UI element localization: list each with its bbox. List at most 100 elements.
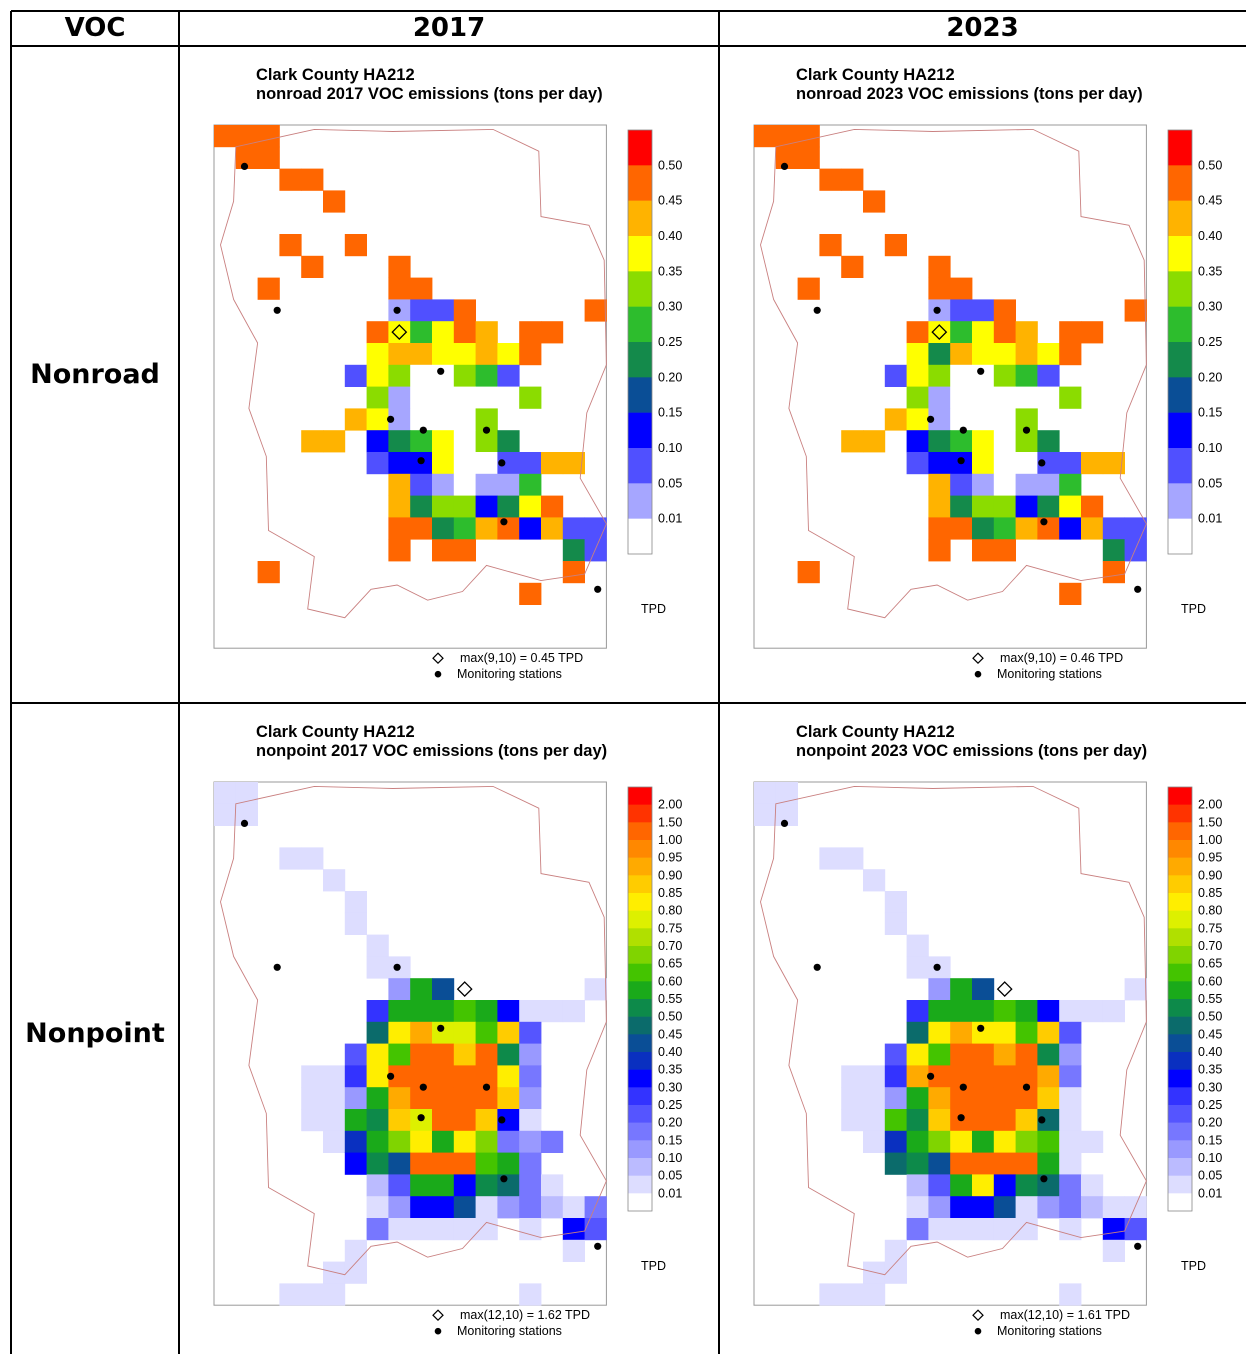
- grid-cell-12-9: [993, 299, 1016, 322]
- grid-cell-15-20: [1059, 1196, 1082, 1219]
- grid-cell-4-3: [819, 168, 842, 191]
- grid-cell-6-24: [323, 1283, 346, 1306]
- legend-stations-label: Monitoring stations: [457, 1324, 562, 1338]
- grid-cell-8-19: [906, 1174, 929, 1197]
- grid-cell-6-17: [863, 1130, 886, 1153]
- grid-cell-17-11: [1102, 1000, 1125, 1023]
- grid-cell-16-11: [541, 1000, 564, 1023]
- grid-cell-12-16: [453, 1109, 476, 1132]
- grid-cell-1-1: [754, 782, 777, 805]
- grid-cell-4-3: [279, 168, 302, 191]
- grid-cell-9-17: [388, 473, 411, 496]
- grid-cell-9-18: [388, 1152, 411, 1175]
- grid-cell-16-16: [1081, 452, 1104, 475]
- colorbar-swatch-10: [1168, 946, 1192, 964]
- grid-cell-12-19: [993, 517, 1016, 540]
- colorbar-tick-label: 0.30: [1198, 1080, 1222, 1094]
- grid-cell-13-21: [475, 1218, 498, 1241]
- grid-cell-10-21: [950, 1218, 973, 1241]
- grid-cell-9-11: [388, 1000, 411, 1023]
- colorbar-tick-label: 0.01: [1198, 1186, 1222, 1200]
- grid-cell-5-16: [301, 1109, 324, 1132]
- grid-cell-9-11: [928, 343, 951, 366]
- grid-cell-9-16: [928, 1109, 951, 1132]
- grid-cell-12-11: [993, 343, 1016, 366]
- grid-cell-10-12: [410, 1021, 433, 1044]
- grid-cell-15-22: [519, 582, 542, 605]
- grid-cell-12-15: [993, 1087, 1016, 1110]
- grid-cell-12-20: [993, 1196, 1016, 1219]
- grid-cell-6-16: [863, 1109, 886, 1132]
- grid-cell-9-10: [928, 321, 951, 344]
- grid-cell-7-18: [884, 1152, 907, 1175]
- colorbar-swatch-20: [1168, 1122, 1192, 1141]
- grid-cell-9-13: [928, 386, 951, 409]
- grid-cell-7-14: [884, 408, 907, 431]
- colorbar-swatch-1: [628, 130, 652, 166]
- colorbar-tick-label: 0.30: [1198, 300, 1222, 314]
- grid-cell-8-8: [366, 934, 389, 957]
- grid-cell-13-20: [1015, 1196, 1038, 1219]
- grid-cell-13-19: [1015, 517, 1038, 540]
- grid-cell-8-20: [366, 1196, 389, 1219]
- grid-cell-12-17: [993, 1130, 1016, 1153]
- grid-cell-13-12: [1015, 364, 1038, 387]
- monitoring-station-6: [419, 1083, 427, 1091]
- grid-cell-3-8: [797, 277, 820, 300]
- colorbar-swatch-1: [1168, 130, 1192, 166]
- grid-cell-9-18: [928, 1152, 951, 1175]
- grid-cell-18-10: [584, 978, 607, 1001]
- grid-cell-8-17: [906, 1130, 929, 1153]
- grid-cell-10-12: [950, 1021, 973, 1044]
- grid-cell-13-11: [475, 343, 498, 366]
- grid-cell-11-19: [432, 1174, 455, 1197]
- monitoring-station-3: [933, 963, 941, 971]
- grid-cell-12-17: [453, 1130, 476, 1153]
- grid-cell-14-12: [1037, 1021, 1060, 1044]
- grid-cell-12-20: [453, 1196, 476, 1219]
- grid-cell-11-10: [432, 321, 455, 344]
- colorbar-tick-label: 0.75: [658, 921, 682, 935]
- grid-cell-14-12: [497, 1021, 520, 1044]
- grid-cell-12-15: [453, 1087, 476, 1110]
- chart-title-line-1: Clark County HA212: [796, 66, 955, 84]
- colorbar-tick-label: 0.40: [1198, 1045, 1222, 1059]
- grid-cell-9-16: [388, 1109, 411, 1132]
- colorbar-swatch-4: [628, 236, 652, 272]
- grid-cell-7-12: [344, 364, 367, 387]
- grid-cell-9-15: [928, 1087, 951, 1110]
- grid-cell-2-1: [235, 125, 258, 148]
- monitoring-station-5: [927, 1072, 935, 1080]
- grid-cell-6-24: [863, 1283, 886, 1306]
- legend-max-diamond-icon: [432, 1309, 444, 1322]
- colorbar-swatch-5: [1168, 271, 1192, 307]
- grid-cell-11-17: [972, 473, 995, 496]
- monitoring-station-8: [957, 457, 965, 465]
- grid-cell-13-12: [475, 1021, 498, 1044]
- grid-cell-6-23: [323, 1261, 346, 1284]
- monitoring-station-1: [240, 162, 249, 170]
- grid-cell-13-15: [475, 430, 498, 453]
- grid-cell-7-7: [884, 912, 907, 935]
- grid-cell-8-12: [366, 1021, 389, 1044]
- colorbar-tick-label: 0.50: [1198, 1010, 1222, 1024]
- colorbar-swatch-2: [628, 804, 652, 823]
- grid-cell-9-20: [928, 539, 951, 562]
- grid-cell-16-19: [541, 517, 564, 540]
- grid-cell-11-18: [972, 495, 995, 518]
- colorbar-tick-label: 0.10: [1198, 441, 1222, 455]
- monitoring-station-5: [927, 415, 935, 423]
- colorbar-tick-label: 0.85: [1198, 886, 1222, 900]
- grid-cell-14-17: [1037, 473, 1060, 496]
- grid-cell-11-17: [972, 1130, 995, 1153]
- colorbar-tick-label: 0.35: [658, 264, 682, 278]
- colorbar-swatch-9: [1168, 928, 1192, 947]
- grid-cell-11-14: [972, 1065, 995, 1088]
- grid-cell-12-14: [453, 408, 476, 431]
- monitoring-station-2: [273, 306, 281, 314]
- grid-cell-12-13: [993, 1043, 1016, 1066]
- grid-cell-11-10: [972, 978, 995, 1001]
- grid-cell-12-14: [993, 1065, 1016, 1088]
- grid-cell-8-16: [366, 452, 389, 475]
- grid-cell-15-16: [519, 452, 542, 475]
